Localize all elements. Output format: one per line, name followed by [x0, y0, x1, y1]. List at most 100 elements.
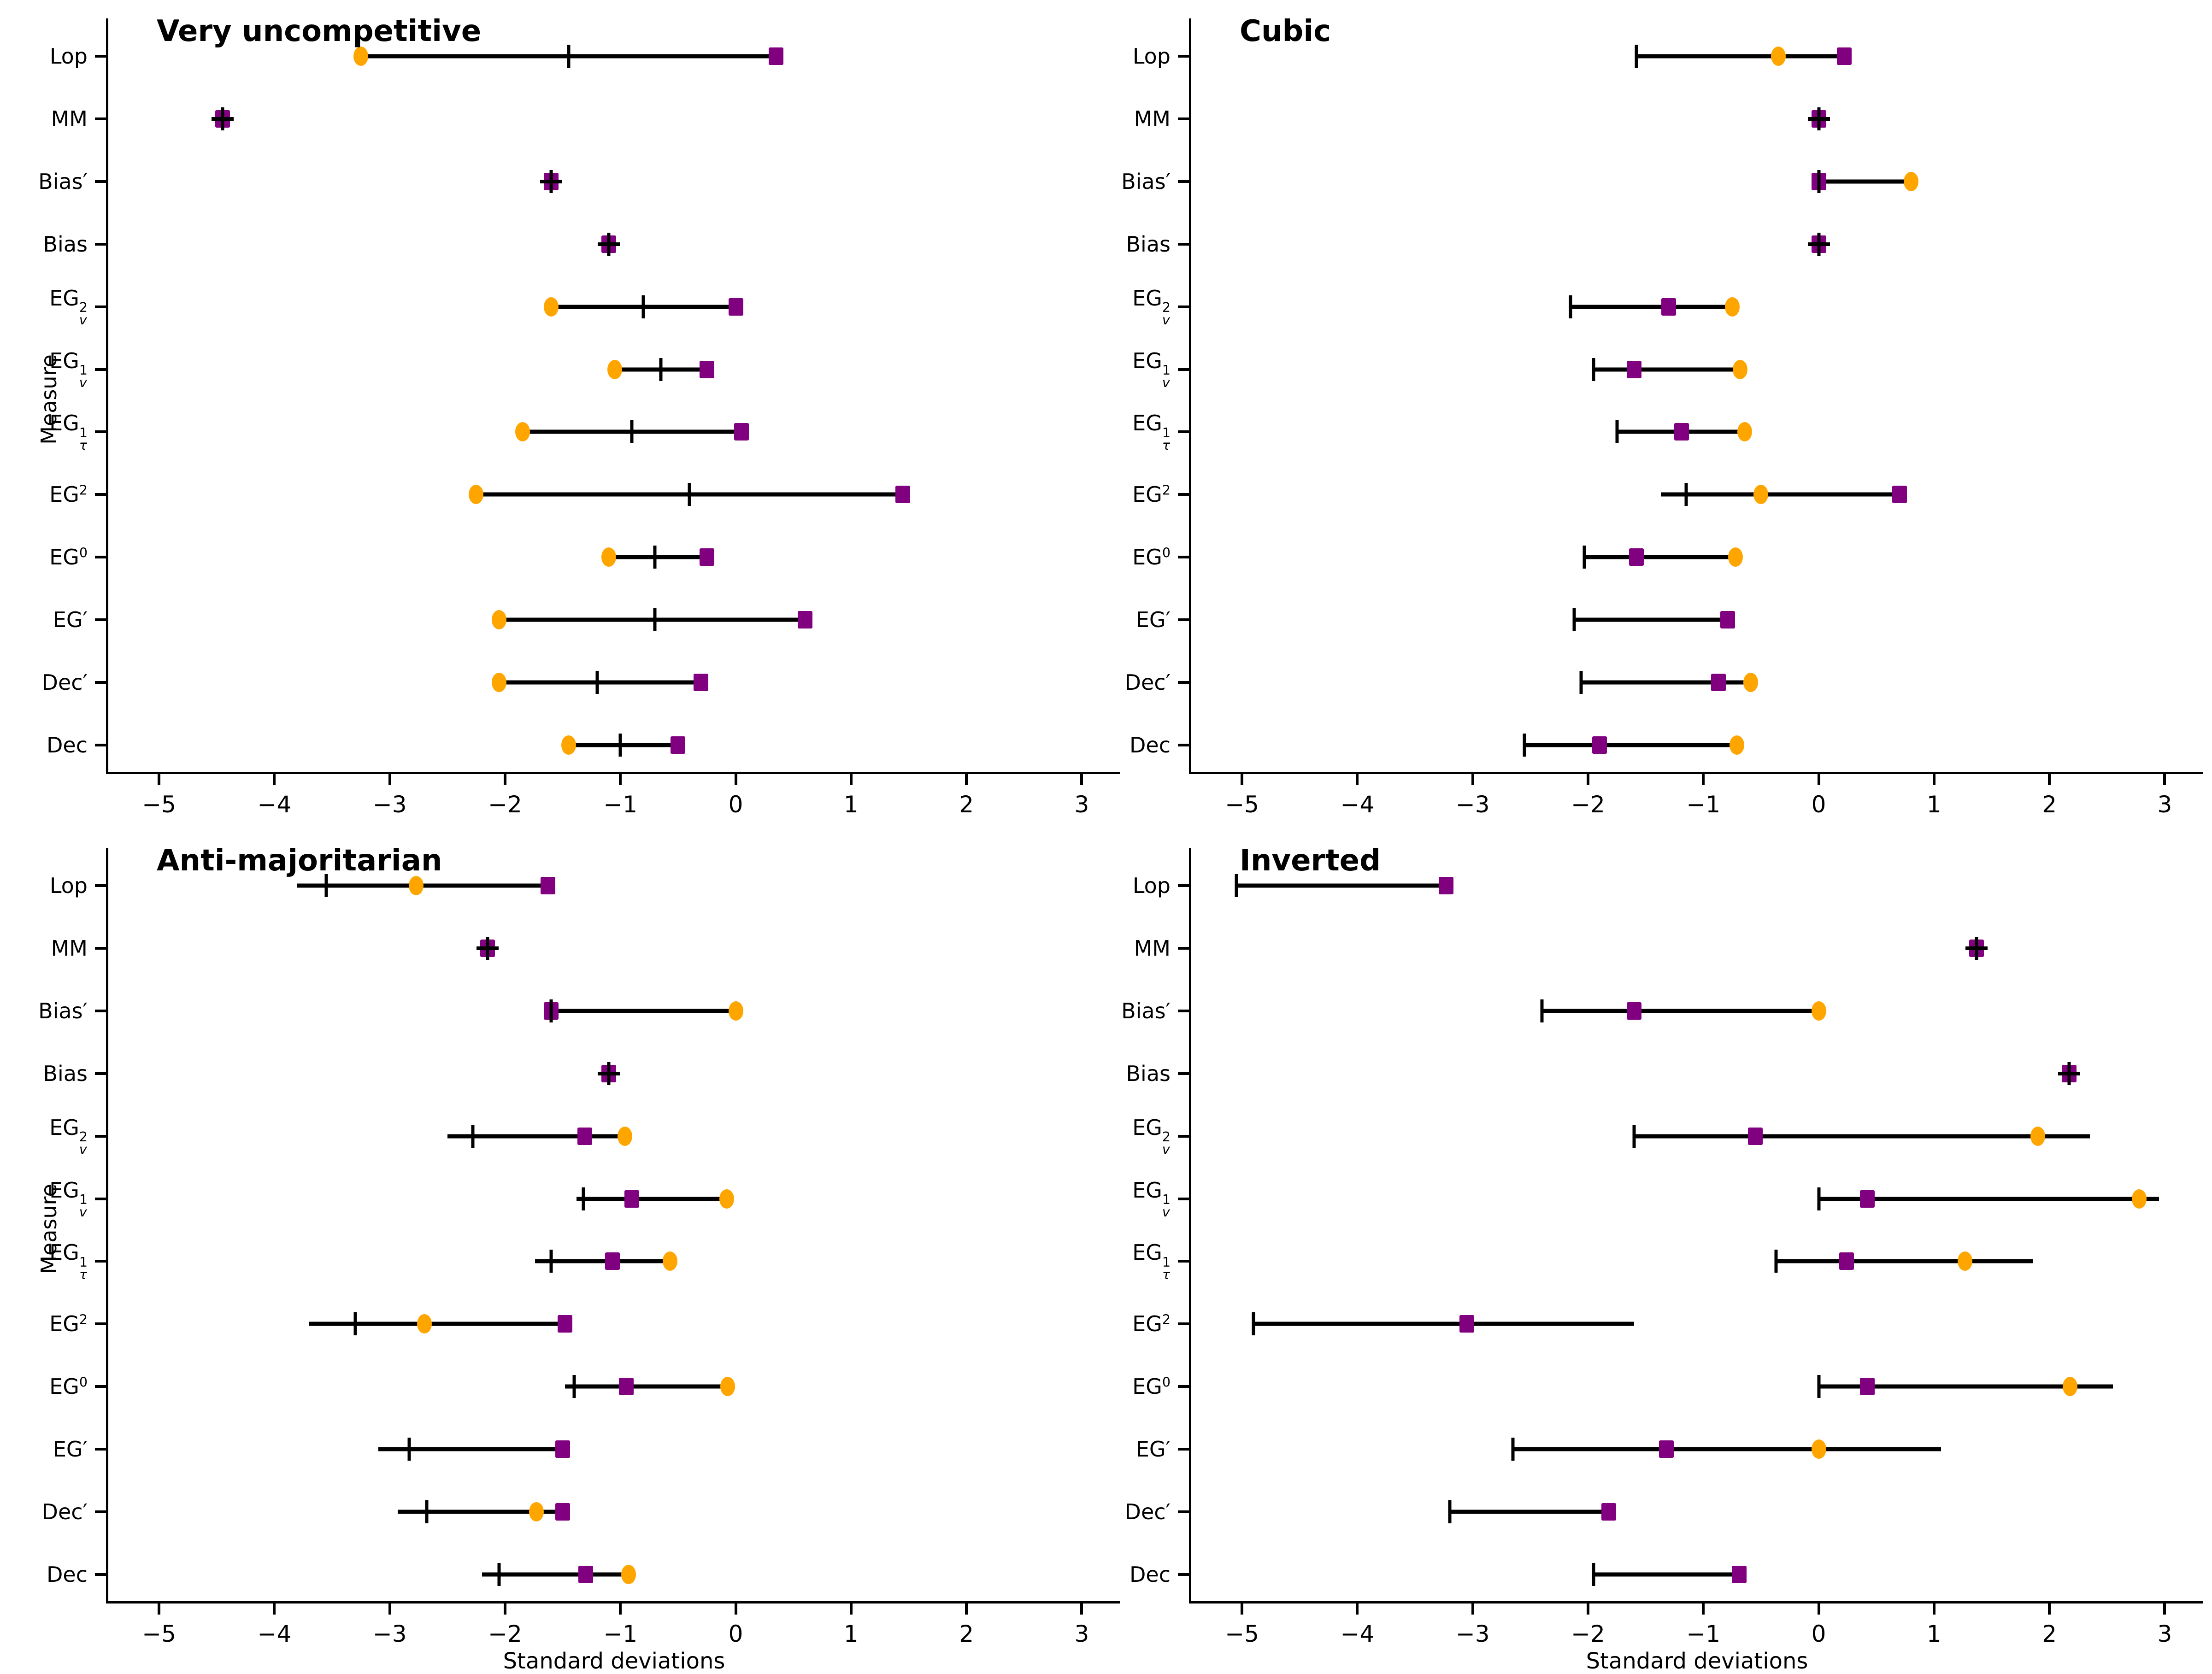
- panel-cubic: Cubic Lop MM Bias′ Bias EG 2 v EG 1 v EG 1 τ EG2 EG0 EG…: [1106, 0, 2212, 829]
- y-axis-tick: [1178, 1009, 1189, 1012]
- mean-tick-mark: [630, 420, 634, 444]
- measure-label-text: EG: [1132, 411, 1162, 436]
- measure-label: EG′: [0, 609, 88, 630]
- mean-tick-mark: [1523, 733, 1526, 757]
- measure-label-text: EG: [49, 285, 79, 311]
- measure-label-text: EG′: [1135, 1437, 1171, 1462]
- square-marker: [618, 1378, 634, 1396]
- y-axis-tick: [1178, 305, 1189, 308]
- measure-label: Lop: [1078, 875, 1171, 896]
- range-line: [1571, 305, 1732, 309]
- square-marker: [734, 423, 749, 441]
- range-line: [1253, 1322, 1635, 1326]
- square-marker: [1601, 1503, 1617, 1521]
- x-axis-tick-label: −2: [488, 1621, 522, 1647]
- measure-label: EG 1 τ: [1078, 411, 1171, 452]
- range-line: [499, 680, 701, 685]
- circle-marker: [1724, 297, 1740, 317]
- measure-label: EG2: [0, 484, 88, 505]
- y-axis-tick: [1178, 1260, 1189, 1263]
- measure-label-text: Lop: [49, 873, 88, 898]
- measure-label-text: EG: [1132, 1240, 1162, 1265]
- measure-label: MM: [0, 108, 88, 129]
- range-line: [1634, 1134, 2090, 1139]
- mean-tick-mark: [425, 1500, 429, 1523]
- measure-label: EG 2 v: [0, 1116, 88, 1157]
- measure-label: Dec′: [1078, 672, 1171, 693]
- x-axis-tick: [388, 1604, 391, 1615]
- circle-marker: [529, 1502, 544, 1521]
- square-marker: [671, 736, 686, 754]
- measure-label-text: Bias: [1126, 1061, 1171, 1086]
- measure-label: Bias′: [0, 171, 88, 192]
- measure-label: Bias: [0, 234, 88, 255]
- mean-tick-mark: [1817, 170, 1821, 193]
- measure-label-sup: 0: [1162, 1374, 1171, 1390]
- range-line: [378, 1447, 563, 1451]
- x-axis-tick-label: −3: [1455, 1621, 1490, 1647]
- x-axis-tick: [1932, 1604, 1936, 1615]
- measure-label: EG 1 τ: [0, 412, 88, 452]
- measure-label: Bias: [1078, 1063, 1171, 1084]
- x-axis-tick-label: 1: [1926, 1621, 1941, 1647]
- x-axis-tick-label: −1: [1686, 1621, 1721, 1647]
- square-marker: [1659, 1440, 1674, 1458]
- x-axis-tick: [1080, 1604, 1083, 1615]
- mean-tick-mark: [1817, 107, 1821, 130]
- square-marker: [1859, 1378, 1875, 1396]
- circle-marker: [607, 359, 622, 379]
- square-marker: [699, 360, 714, 378]
- mean-tick-mark: [567, 45, 571, 68]
- y-axis-tick: [95, 618, 106, 622]
- square-marker: [1674, 423, 1689, 441]
- x-axis-tick: [2048, 774, 2051, 785]
- mean-tick-mark: [595, 671, 599, 694]
- square-marker: [577, 1127, 592, 1145]
- y-axis-tick: [1178, 743, 1189, 746]
- y-axis-tick: [95, 117, 106, 120]
- range-line: [1524, 743, 1737, 747]
- x-axis-tick: [1702, 774, 1705, 785]
- measure-label-sup: 0: [1162, 545, 1171, 561]
- square-marker: [1627, 1002, 1642, 1020]
- x-axis-tick-label: −3: [372, 1621, 407, 1647]
- x-axis-tick-label: 2: [2042, 1621, 2057, 1647]
- mean-tick-mark: [653, 608, 657, 632]
- panel-anti-majoritarian: Anti-majoritarian Lop MM Bias′ Bias EG 2 v EG 1 v…: [0, 829, 1120, 1674]
- range-line: [1636, 54, 1844, 59]
- mean-tick-mark: [324, 874, 328, 897]
- x-axis-tick-label: −3: [372, 791, 407, 818]
- range-line: [535, 1259, 670, 1263]
- y-axis-tick: [95, 55, 106, 58]
- y-axis-tick: [1178, 1197, 1189, 1200]
- measure-label-text: EG′: [53, 607, 88, 633]
- mean-tick-mark: [1583, 546, 1586, 569]
- mean-tick-mark: [607, 1062, 611, 1085]
- y-axis-tick: [1178, 1134, 1189, 1138]
- x-axis-tick: [619, 774, 622, 785]
- y-axis-tick: [95, 1072, 106, 1075]
- x-axis-tick: [1356, 774, 1359, 785]
- mean-tick-mark: [1975, 936, 1978, 960]
- y-axis-tick: [1178, 242, 1189, 246]
- x-axis-tick-label: −5: [142, 1621, 176, 1647]
- measure-label: Dec′: [0, 672, 88, 693]
- y-axis-tick: [95, 1448, 106, 1451]
- measure-label: EG 1 v: [0, 1179, 88, 1218]
- range-line: [482, 1572, 629, 1577]
- measure-label-text: EG: [49, 1240, 79, 1265]
- x-axis-tick: [1702, 1604, 1705, 1615]
- x-axis-tick: [1586, 1604, 1589, 1615]
- range-line: [1584, 555, 1736, 559]
- x-axis-tick: [388, 774, 391, 785]
- square-marker: [1629, 548, 1644, 566]
- measure-label: EG′: [0, 1439, 88, 1460]
- x-axis-tick-label: −3: [1455, 791, 1490, 818]
- measure-label-text: MM: [51, 106, 88, 131]
- y-axis-tick: [1178, 493, 1189, 496]
- y-axis-tick: [95, 1197, 106, 1200]
- measure-label-text: Dec: [1129, 732, 1171, 758]
